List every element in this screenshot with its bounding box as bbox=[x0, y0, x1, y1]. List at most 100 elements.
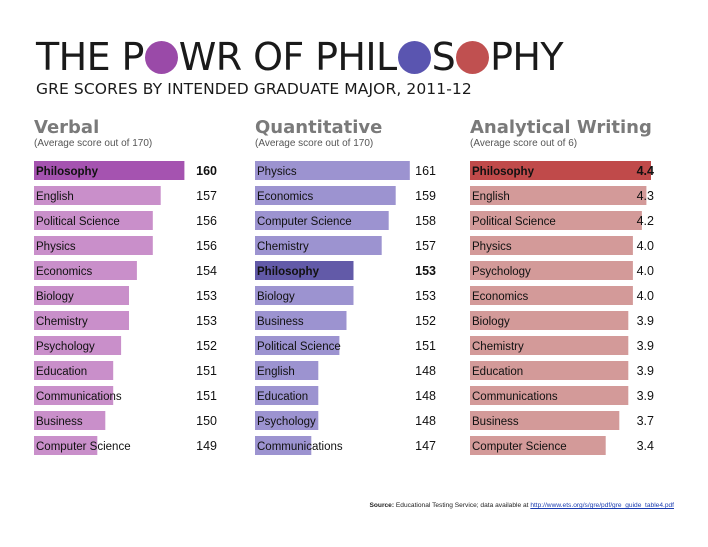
category-label: Political Science bbox=[36, 216, 120, 228]
value-label: 156 bbox=[196, 214, 217, 228]
analytical-writing-bar-chart: Philosophy 4.4 English 4.3 Political Science… bbox=[470, 161, 654, 455]
value-label: 148 bbox=[415, 389, 436, 403]
bar-education bbox=[255, 386, 319, 405]
category-label: Philosophy bbox=[257, 266, 320, 278]
panel-title: Analytical Writing bbox=[470, 117, 652, 138]
category-label: Computer Science bbox=[472, 441, 567, 453]
quantitative-bar-chart: Physics 161 Economics 159 Computer Science 15… bbox=[255, 161, 436, 455]
value-label: 153 bbox=[415, 289, 436, 303]
bar-computer-science bbox=[470, 436, 606, 455]
verbal-panel: Verbal (Average score out of 170) Philos… bbox=[34, 117, 254, 462]
verbal-bar-chart: Philosophy 160 English 157 Political Science… bbox=[34, 161, 217, 455]
category-label: Business bbox=[36, 416, 83, 428]
category-label: Psychology bbox=[36, 341, 95, 353]
bar-biology bbox=[470, 311, 629, 330]
bar-education bbox=[470, 361, 629, 380]
bar-psychology bbox=[255, 411, 319, 430]
category-label: Business bbox=[472, 416, 519, 428]
value-label: 4.0 bbox=[637, 264, 654, 278]
value-label: 151 bbox=[196, 389, 217, 403]
category-label: Psychology bbox=[257, 416, 316, 428]
category-label: Biology bbox=[36, 291, 74, 303]
bar-communications bbox=[470, 386, 629, 405]
bar-chemistry bbox=[255, 236, 382, 255]
category-label: Business bbox=[257, 316, 304, 328]
category-label: Computer Science bbox=[257, 216, 352, 228]
category-label: Communications bbox=[36, 391, 122, 403]
bar-communications bbox=[255, 436, 312, 455]
chart-subtitle: GRE SCORES BY INTENDED GRADUATE MAJOR, 2… bbox=[36, 80, 472, 98]
category-label: Psychology bbox=[472, 266, 531, 278]
value-label: 152 bbox=[415, 314, 436, 328]
bar-philosophy bbox=[255, 261, 354, 280]
value-label: 147 bbox=[415, 439, 436, 453]
category-label: Communications bbox=[257, 441, 343, 453]
panel-subtitle: (Average score out of 6) bbox=[470, 138, 578, 149]
value-label: 4.0 bbox=[637, 289, 654, 303]
value-label: 151 bbox=[196, 364, 217, 378]
bar-communications bbox=[34, 386, 114, 405]
value-label: 148 bbox=[415, 414, 436, 428]
bar-computer-science bbox=[255, 211, 389, 230]
category-label: English bbox=[472, 191, 510, 203]
value-label: 4.4 bbox=[637, 164, 654, 178]
value-label: 4.3 bbox=[637, 189, 654, 203]
category-label: Biology bbox=[472, 316, 510, 328]
title-text-2: W bbox=[178, 35, 217, 79]
bar-physics bbox=[470, 236, 633, 255]
category-label: Political Science bbox=[472, 216, 556, 228]
title-text-4: S bbox=[431, 35, 456, 79]
value-label: 160 bbox=[196, 164, 217, 178]
bar-business bbox=[470, 411, 620, 430]
value-label: 3.4 bbox=[637, 439, 654, 453]
value-label: 158 bbox=[415, 214, 436, 228]
bar-psychology bbox=[34, 336, 122, 355]
category-label: Biology bbox=[257, 291, 295, 303]
value-label: 4.0 bbox=[637, 239, 654, 253]
title-text-1: THE P bbox=[36, 35, 144, 79]
panel-title: Quantitative bbox=[255, 117, 383, 138]
category-label: English bbox=[36, 191, 74, 203]
bar-biology bbox=[34, 286, 129, 305]
category-label: Physics bbox=[472, 241, 512, 253]
value-label: 148 bbox=[415, 364, 436, 378]
bar-political-science bbox=[255, 336, 340, 355]
bar-computer-science bbox=[34, 436, 98, 455]
category-label: Chemistry bbox=[257, 241, 309, 253]
category-label: Political Science bbox=[257, 341, 341, 353]
value-label: 151 bbox=[415, 339, 436, 353]
panel-title: Verbal bbox=[34, 117, 100, 138]
category-label: Communications bbox=[472, 391, 558, 403]
bar-physics bbox=[34, 236, 153, 255]
category-label: Education bbox=[472, 366, 523, 378]
source-label: Source: bbox=[369, 502, 395, 509]
value-label: 153 bbox=[415, 264, 436, 278]
bar-physics bbox=[255, 161, 410, 180]
value-label: 3.9 bbox=[637, 389, 654, 403]
bar-philosophy bbox=[470, 161, 651, 180]
category-label: Computer Science bbox=[36, 441, 131, 453]
chart-title: THE P WR OF PHIL S PHY bbox=[36, 32, 564, 82]
bar-english bbox=[470, 186, 647, 205]
bar-biology bbox=[255, 286, 354, 305]
category-label: English bbox=[257, 366, 295, 378]
bar-economics bbox=[255, 186, 396, 205]
bar-political-science bbox=[470, 211, 642, 230]
category-label: Philosophy bbox=[472, 166, 535, 178]
category-label: Economics bbox=[257, 191, 313, 203]
category-label: Economics bbox=[36, 266, 92, 278]
panel-subtitle: (Average score out of 170) bbox=[34, 138, 153, 149]
value-label: 161 bbox=[415, 164, 436, 178]
category-label: Physics bbox=[36, 241, 76, 253]
source-link[interactable]: http://www.ets.org/s/gre/pdf/gre_guide_t… bbox=[530, 502, 674, 509]
value-label: 150 bbox=[196, 414, 217, 428]
category-label: Education bbox=[36, 366, 87, 378]
bar-education bbox=[34, 361, 114, 380]
bar-political-science bbox=[34, 211, 153, 230]
category-label: Economics bbox=[472, 291, 528, 303]
blue-o-circle bbox=[397, 41, 431, 74]
category-label: Philosophy bbox=[36, 166, 99, 178]
bar-economics bbox=[470, 286, 633, 305]
bar-english bbox=[255, 361, 319, 380]
category-label: Physics bbox=[257, 166, 297, 178]
